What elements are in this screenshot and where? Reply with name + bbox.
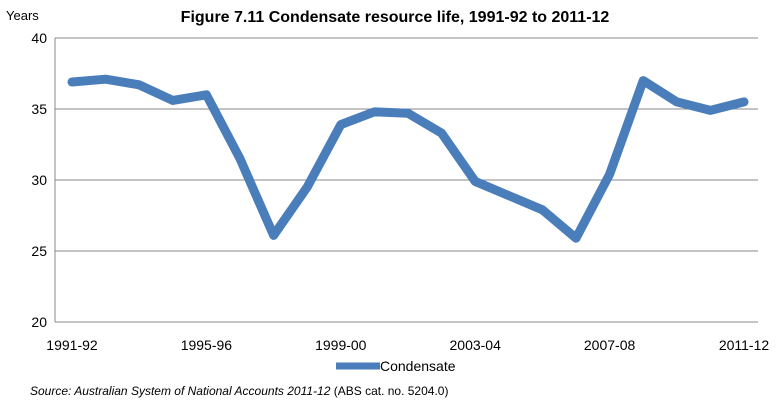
data-point	[709, 109, 711, 111]
data-point	[676, 101, 678, 103]
data-point	[71, 81, 73, 83]
x-tick-label: 2011-12	[719, 337, 770, 353]
data-point	[138, 84, 140, 86]
source-catalogue: (ABS cat. no. 5204.0)	[330, 384, 449, 398]
data-point	[172, 99, 174, 101]
data-point	[441, 132, 443, 134]
x-tick-label: 2007-08	[584, 337, 636, 353]
data-point	[474, 180, 476, 182]
data-point	[105, 78, 107, 80]
x-tick-label: 2003-04	[450, 337, 502, 353]
y-tick-label: 20	[31, 314, 47, 330]
data-point	[273, 234, 275, 236]
data-point	[642, 80, 644, 82]
chart-title: Figure 7.11 Condensate resource life, 19…	[181, 9, 610, 26]
x-tick-label: 1995-96	[181, 337, 233, 353]
data-point	[340, 124, 342, 126]
x-tick-label: 1991-92	[46, 337, 98, 353]
data-point	[575, 237, 577, 239]
source-title: Source: Australian System of National Ac…	[30, 384, 331, 398]
source-note: Source: Australian System of National Ac…	[30, 384, 448, 398]
series-line-condensate	[67, 74, 749, 243]
data-point	[239, 158, 241, 160]
y-tick-label: 40	[31, 30, 47, 46]
data-point	[743, 101, 745, 103]
data-point	[205, 94, 207, 96]
y-tick-label: 25	[31, 243, 47, 259]
x-tick-label: 1999-00	[315, 337, 367, 353]
y-tick-label: 30	[31, 172, 47, 188]
data-point	[508, 195, 510, 197]
data-point	[609, 173, 611, 175]
y-axis-label: Years	[6, 8, 39, 23]
y-tick-label: 35	[31, 101, 47, 117]
data-point	[541, 209, 543, 211]
data-point	[373, 111, 375, 113]
data-point	[306, 186, 308, 188]
legend: Condensate	[336, 358, 456, 374]
legend-label-condensate: Condensate	[380, 358, 456, 374]
data-point	[407, 112, 409, 114]
